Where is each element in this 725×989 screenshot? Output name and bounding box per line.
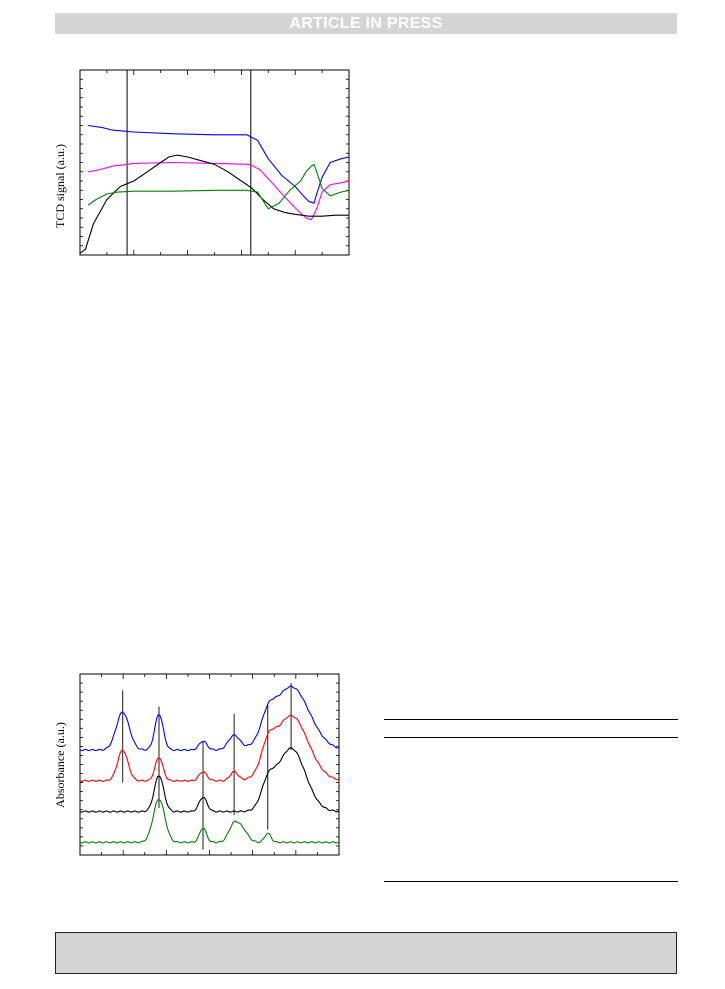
tcd-series-line <box>88 161 350 221</box>
table-bottom-rule <box>384 881 678 882</box>
absorbance-y-axis-label: Absorbance (a.u.) <box>53 722 67 808</box>
tcd-series-line <box>79 154 349 254</box>
tcd-series-line <box>87 163 350 210</box>
tcd-plot-frame <box>79 69 350 256</box>
tcd-series-line <box>88 124 350 204</box>
absorbance-series-line <box>79 714 340 782</box>
absorbance-series-line <box>79 747 340 813</box>
absorbance-series <box>79 685 340 844</box>
tcd-series <box>79 124 350 254</box>
absorbance-chart: Absorbance (a.u.) <box>53 673 340 856</box>
absorbance-plot-frame <box>79 673 340 856</box>
citation-footer-box <box>55 932 677 974</box>
tcd-chart: TCD signal (a.u.) <box>53 69 350 256</box>
table-header-rule <box>384 737 678 738</box>
tcd-y-axis-label: TCD signal (a.u.) <box>53 144 67 228</box>
absorbance-series-line <box>79 798 340 844</box>
absorbance-ticks <box>79 673 340 856</box>
table-top-rule <box>384 719 678 720</box>
tcd-ticks <box>79 69 350 256</box>
article-in-press-banner: ARTICLE IN PRESS <box>55 13 677 34</box>
banner-text: ARTICLE IN PRESS <box>289 14 443 32</box>
absorbance-series-line <box>79 685 340 752</box>
tcd-reference-lines <box>126 70 252 255</box>
